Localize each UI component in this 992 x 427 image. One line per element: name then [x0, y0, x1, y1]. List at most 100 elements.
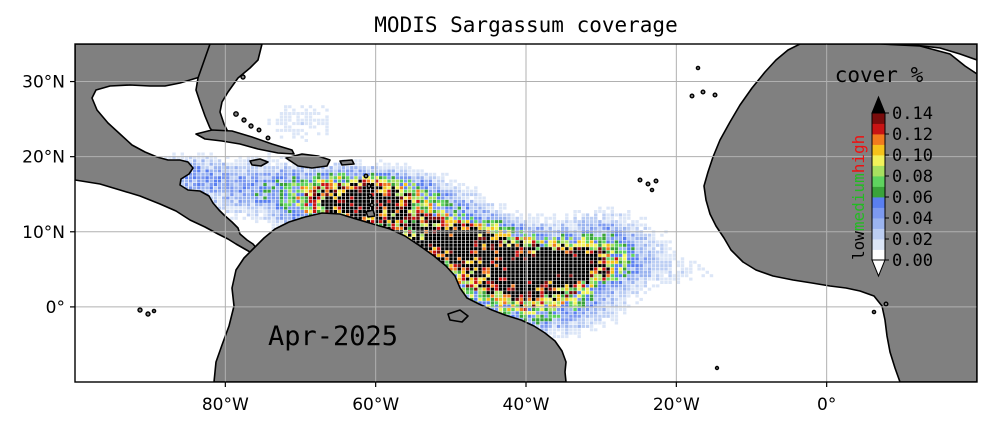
coverage-cell	[383, 210, 387, 213]
coverage-cell	[561, 240, 565, 244]
coverage-cell	[523, 247, 528, 251]
cape-verde-island	[645, 181, 651, 187]
coverage-cell	[606, 270, 610, 274]
coverage-cell	[631, 274, 635, 278]
coverage-cell	[569, 297, 573, 301]
coverage-cell	[614, 226, 619, 230]
coverage-cell	[279, 166, 284, 170]
coverage-cell	[507, 250, 511, 254]
coverage-cell	[561, 260, 565, 264]
coverage-cell	[523, 304, 528, 308]
coverage-cell	[577, 226, 581, 230]
coverage-cell	[226, 206, 230, 210]
coverage-cell	[300, 203, 304, 207]
coverage-cell	[383, 189, 387, 193]
coverage-cell	[577, 331, 581, 335]
coverage-cell	[532, 226, 536, 230]
coverage-cell	[308, 210, 313, 213]
coverage-cell	[387, 216, 391, 220]
coverage-cell	[519, 274, 523, 278]
coverage-cell	[255, 213, 259, 217]
coverage-cell	[317, 169, 321, 173]
coverage-cell	[226, 203, 230, 207]
coverage-cell	[627, 264, 631, 268]
coverage-cell	[544, 223, 548, 227]
coverage-cell	[664, 270, 668, 274]
coverage-cell	[465, 260, 470, 264]
coverage-cell	[606, 287, 610, 291]
coverage-cell	[292, 216, 296, 220]
coverage-cell	[643, 226, 647, 230]
coverage-cell	[420, 220, 424, 224]
coverage-cell	[594, 304, 598, 308]
coverage-cell	[449, 216, 453, 220]
coverage-cell	[370, 179, 375, 183]
coverage-cell	[312, 196, 317, 200]
coverage-cell	[594, 257, 598, 261]
coverage-cell	[544, 321, 548, 325]
coverage-cell	[329, 199, 333, 203]
coverage-cell	[428, 193, 433, 197]
coverage-cell	[511, 250, 515, 254]
coverage-cell	[623, 274, 627, 278]
coverage-cell	[312, 193, 317, 197]
coverage-cell	[250, 203, 255, 207]
coverage-cell	[519, 277, 523, 281]
coverage-cell	[329, 169, 333, 173]
coverage-cell	[552, 226, 557, 230]
coverage-cell	[337, 210, 342, 213]
coverage-cell	[412, 189, 416, 193]
coverage-cell	[623, 243, 627, 247]
coverage-cell	[536, 257, 540, 261]
coverage-cell	[428, 206, 433, 210]
coverage-cell	[449, 189, 453, 193]
coverage-cell	[205, 159, 209, 163]
coverage-cell	[656, 277, 660, 281]
coverage-cell	[436, 243, 441, 247]
coverage-cell	[614, 291, 619, 295]
coverage-cell	[201, 169, 205, 173]
coverage-cell	[312, 108, 317, 112]
coverage-cell	[374, 196, 379, 200]
coverage-cell	[408, 203, 412, 207]
coverage-cell	[647, 287, 652, 291]
coverage-cell	[457, 264, 461, 268]
coverage-cell	[656, 243, 660, 247]
coverage-cell	[465, 287, 470, 291]
coverage-cell	[259, 179, 263, 183]
coverage-cell	[391, 196, 395, 200]
coverage-cell	[358, 166, 362, 170]
coverage-cell	[614, 311, 619, 315]
coverage-cell	[416, 206, 420, 210]
coverage-cell	[515, 216, 519, 220]
coverage-cell	[399, 203, 404, 207]
coverage-cell	[515, 277, 519, 281]
coverage-cell	[275, 122, 280, 126]
coverage-cell	[536, 213, 540, 217]
coverage-cell	[424, 213, 428, 217]
coverage-cell	[188, 186, 193, 190]
coverage-cell	[544, 243, 548, 247]
coverage-cell	[511, 216, 515, 220]
coverage-cell	[643, 240, 647, 244]
coverage-cell	[515, 270, 519, 274]
coverage-cell	[238, 162, 242, 166]
coverage-cell	[544, 250, 548, 254]
coverage-cell	[623, 287, 627, 291]
coverage-cell	[482, 284, 486, 288]
coverage-cell	[577, 297, 581, 301]
coverage-cell	[635, 284, 639, 288]
coverage-cell	[300, 193, 304, 197]
puerto-rico-land	[339, 159, 355, 166]
coverage-cell	[470, 270, 474, 274]
coverage-cell	[511, 277, 515, 281]
coverage-cell	[387, 179, 391, 183]
coverage-cell	[585, 324, 590, 328]
coverage-cell	[602, 287, 606, 291]
coverage-cell	[606, 294, 610, 298]
coverage-cell	[457, 203, 461, 207]
coverage-cell	[271, 169, 275, 173]
coverage-cell	[300, 186, 304, 190]
coverage-cell	[565, 264, 569, 268]
coverage-cell	[602, 237, 606, 240]
